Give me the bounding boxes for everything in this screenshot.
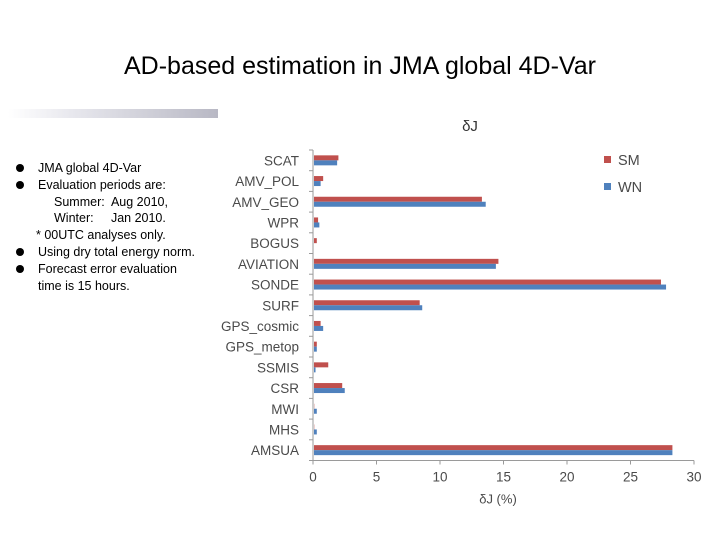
bar-sm — [314, 279, 661, 285]
bar-sm — [314, 155, 339, 161]
bullet-text: Forecast error evaluation time is 15 hou… — [38, 261, 177, 293]
y-tick-label: SONDE — [251, 278, 299, 293]
bar-wn — [314, 408, 317, 414]
y-tick-label: AMSUA — [251, 443, 299, 458]
x-tick-label: 0 — [309, 470, 317, 485]
bullet-dot-icon — [16, 164, 24, 172]
bar-sm — [314, 258, 499, 264]
chart-title: δJ — [462, 118, 478, 135]
y-tick-label: AMV_GEO — [232, 195, 299, 210]
x-tick-label: 15 — [496, 470, 511, 485]
bar-sm — [314, 445, 673, 451]
bullet-dot-icon — [16, 264, 24, 273]
bullet-subline: Summer: Aug 2010, — [54, 194, 168, 209]
y-tick-label: WPR — [268, 215, 300, 230]
x-tick-label: 25 — [623, 470, 638, 485]
bullet-dot-icon — [16, 247, 24, 256]
bullet-text: Evaluation periods are: — [38, 177, 166, 192]
x-tick-label: 10 — [432, 470, 447, 485]
bar-sm — [314, 238, 317, 244]
y-tick-label: MWI — [271, 402, 299, 417]
bullet-dot-icon — [16, 180, 24, 189]
bar-wn — [314, 450, 673, 456]
x-tick-label: 5 — [373, 470, 381, 485]
bullet-item: JMA global 4D-Var — [16, 160, 200, 177]
bar-wn — [314, 367, 316, 373]
bar-wn — [314, 201, 486, 207]
bar-wn — [314, 305, 423, 311]
y-tick-label: BOGUS — [250, 236, 299, 251]
legend-label-sm: SM — [618, 153, 640, 169]
x-axis-label: δJ (%) — [479, 492, 517, 507]
bar-sm — [314, 383, 343, 389]
y-tick-label: AVIATION — [238, 257, 299, 272]
slide-title: AD-based estimation in JMA global 4D-Var — [124, 52, 596, 80]
bar-wn — [314, 429, 317, 435]
bar-wn — [314, 284, 667, 290]
bar-sm — [314, 196, 482, 202]
legend-swatch-sm — [604, 156, 611, 163]
bar-wn — [314, 222, 320, 228]
bar-sm — [314, 176, 324, 182]
bullet-item: Forecast error evaluation time is 15 hou… — [16, 261, 200, 295]
bar-wn — [314, 388, 345, 394]
legend-swatch-wn — [604, 183, 611, 190]
y-tick-label: MHS — [269, 422, 299, 437]
bullet-item: Evaluation periods are: — [16, 177, 200, 194]
x-tick-label: 20 — [559, 470, 574, 485]
bullet-item: Using dry total energy norm. — [16, 244, 200, 261]
bar-wn — [314, 325, 324, 331]
y-tick-label: GPS_metop — [225, 340, 299, 355]
y-tick-label: SCAT — [264, 153, 299, 168]
bar-wn — [314, 263, 496, 269]
y-tick-label: SSMIS — [257, 360, 299, 375]
title-divider — [8, 109, 218, 118]
bullet-text: Using dry total energy norm. — [38, 244, 196, 259]
y-tick-label: AMV_POL — [235, 174, 299, 189]
bullet-subline: * 00UTC analyses only. — [36, 228, 166, 243]
bar-wn — [314, 346, 317, 352]
bar-sm — [314, 362, 329, 368]
bullet-text: JMA global 4D-Var — [38, 161, 142, 175]
bar-sm — [314, 341, 317, 347]
bullet-list: JMA global 4D-Var Evaluation periods are… — [16, 160, 200, 294]
y-tick-label: SURF — [262, 298, 299, 313]
bar-sm — [314, 300, 420, 306]
bar-wn — [314, 181, 321, 187]
y-tick-label: CSR — [270, 381, 299, 396]
bar-sm — [314, 320, 321, 326]
x-tick-label: 30 — [686, 470, 701, 485]
legend-label-wn: WN — [618, 180, 642, 196]
bullet-subline: Winter: Jan 2010. — [54, 211, 166, 226]
y-tick-label: GPS_cosmic — [221, 319, 299, 334]
bar-sm — [314, 217, 319, 223]
bar-wn — [314, 160, 338, 166]
